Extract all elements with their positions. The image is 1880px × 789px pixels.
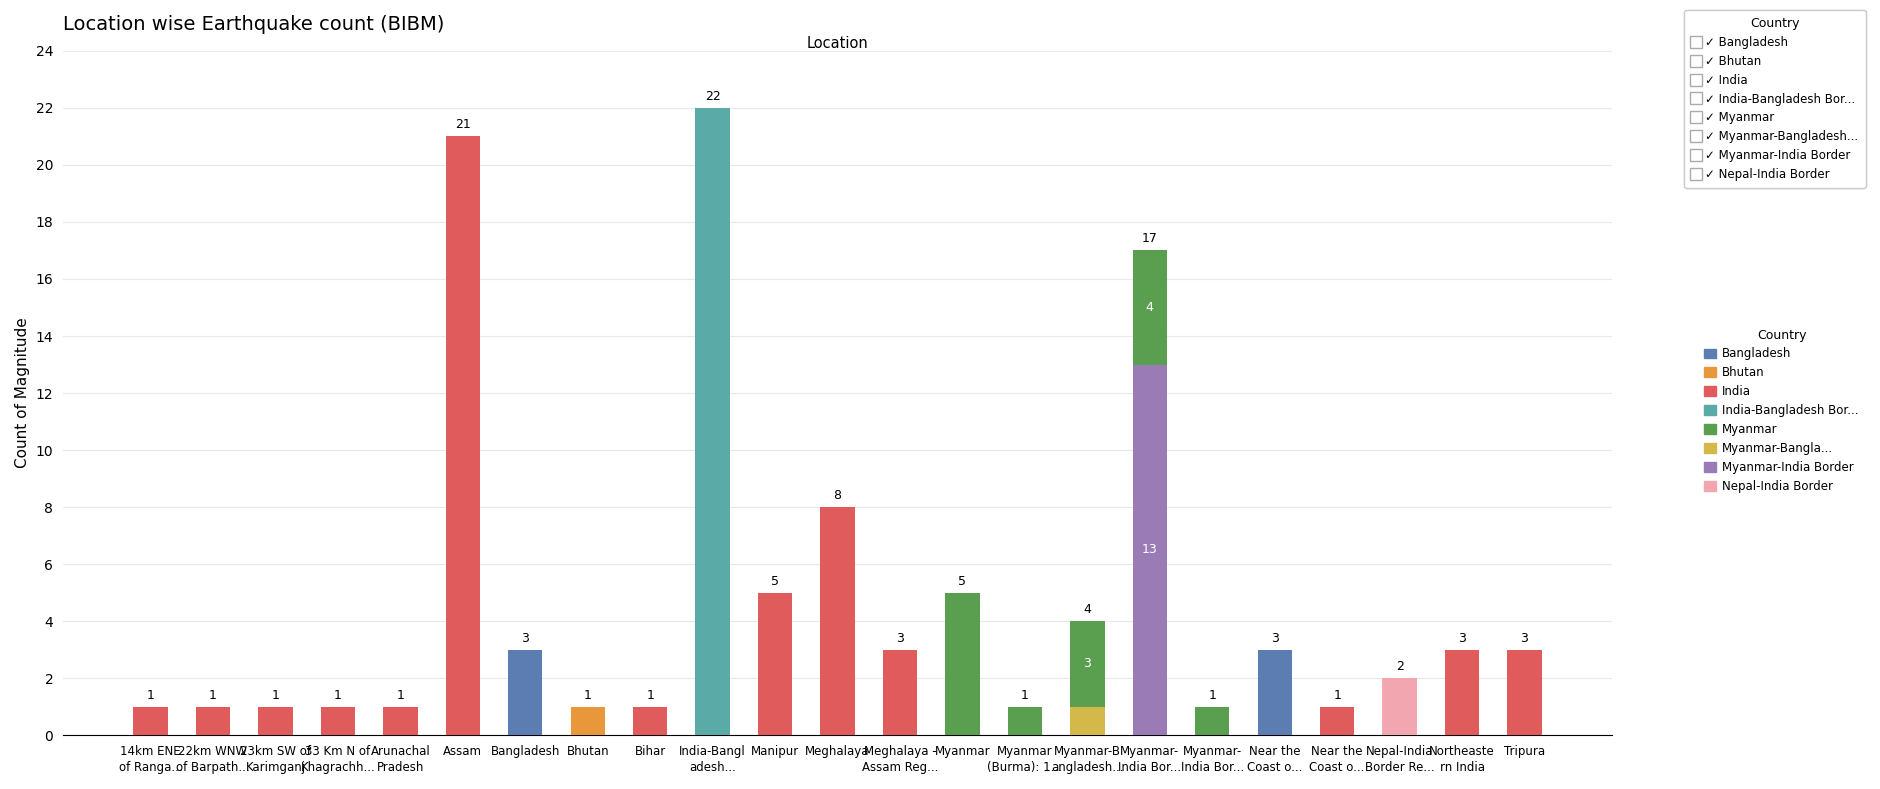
Text: Location wise Earthquake count (BIBM): Location wise Earthquake count (BIBM) <box>64 15 444 34</box>
Legend: ✓ Bangladesh, ✓ Bhutan, ✓ India, ✓ India-Bangladesh Bor..., ✓ Myanmar, ✓ Myanmar: ✓ Bangladesh, ✓ Bhutan, ✓ India, ✓ India… <box>1683 9 1865 189</box>
Text: Location: Location <box>807 36 869 50</box>
Text: 2: 2 <box>1395 660 1402 673</box>
Text: 1: 1 <box>647 689 654 701</box>
Bar <box>133 707 167 735</box>
Text: 5: 5 <box>959 574 966 588</box>
Bar <box>570 707 605 735</box>
Text: 4: 4 <box>1083 603 1090 616</box>
Bar <box>1506 649 1542 735</box>
Bar <box>1132 365 1166 735</box>
Text: 3: 3 <box>895 631 904 645</box>
Text: 1: 1 <box>335 689 342 701</box>
Bar <box>446 136 479 735</box>
Text: 1: 1 <box>1333 689 1340 701</box>
Text: 3: 3 <box>1271 631 1278 645</box>
Text: 17: 17 <box>1141 232 1156 245</box>
Bar <box>634 707 667 735</box>
Bar <box>321 707 355 735</box>
Bar <box>946 593 979 735</box>
Bar <box>1070 707 1104 735</box>
Text: 3: 3 <box>1083 657 1090 671</box>
Bar <box>1132 250 1166 365</box>
Text: 4: 4 <box>1145 301 1152 314</box>
Bar <box>196 707 229 735</box>
Text: 1: 1 <box>147 689 154 701</box>
Text: 13: 13 <box>1141 544 1156 556</box>
Text: 1: 1 <box>271 689 280 701</box>
Text: 1: 1 <box>583 689 592 701</box>
Text: 1: 1 <box>1021 689 1028 701</box>
Y-axis label: Count of Magnitude: Count of Magnitude <box>15 318 30 469</box>
Bar <box>1258 649 1292 735</box>
Text: 21: 21 <box>455 118 470 131</box>
Bar <box>258 707 293 735</box>
Bar <box>1008 707 1042 735</box>
Legend: Bangladesh, Bhutan, India, India-Bangladesh Bor..., Myanmar, Myanmar-Bangla..., : Bangladesh, Bhutan, India, India-Banglad… <box>1696 321 1865 500</box>
Text: 1: 1 <box>397 689 404 701</box>
Text: 3: 3 <box>521 631 528 645</box>
Text: 22: 22 <box>705 90 720 103</box>
Bar <box>1444 649 1478 735</box>
Bar <box>1320 707 1354 735</box>
Text: 3: 3 <box>1457 631 1465 645</box>
Bar <box>820 507 854 735</box>
Text: 3: 3 <box>1519 631 1528 645</box>
Bar <box>1382 679 1416 735</box>
Bar <box>1194 707 1230 735</box>
Text: 5: 5 <box>771 574 778 588</box>
Text: 1: 1 <box>1207 689 1216 701</box>
Bar <box>508 649 541 735</box>
Bar <box>882 649 917 735</box>
Bar <box>384 707 417 735</box>
Text: 8: 8 <box>833 489 840 502</box>
Bar <box>758 593 791 735</box>
Bar <box>1070 621 1104 707</box>
Bar <box>696 108 729 735</box>
Text: 1: 1 <box>209 689 216 701</box>
